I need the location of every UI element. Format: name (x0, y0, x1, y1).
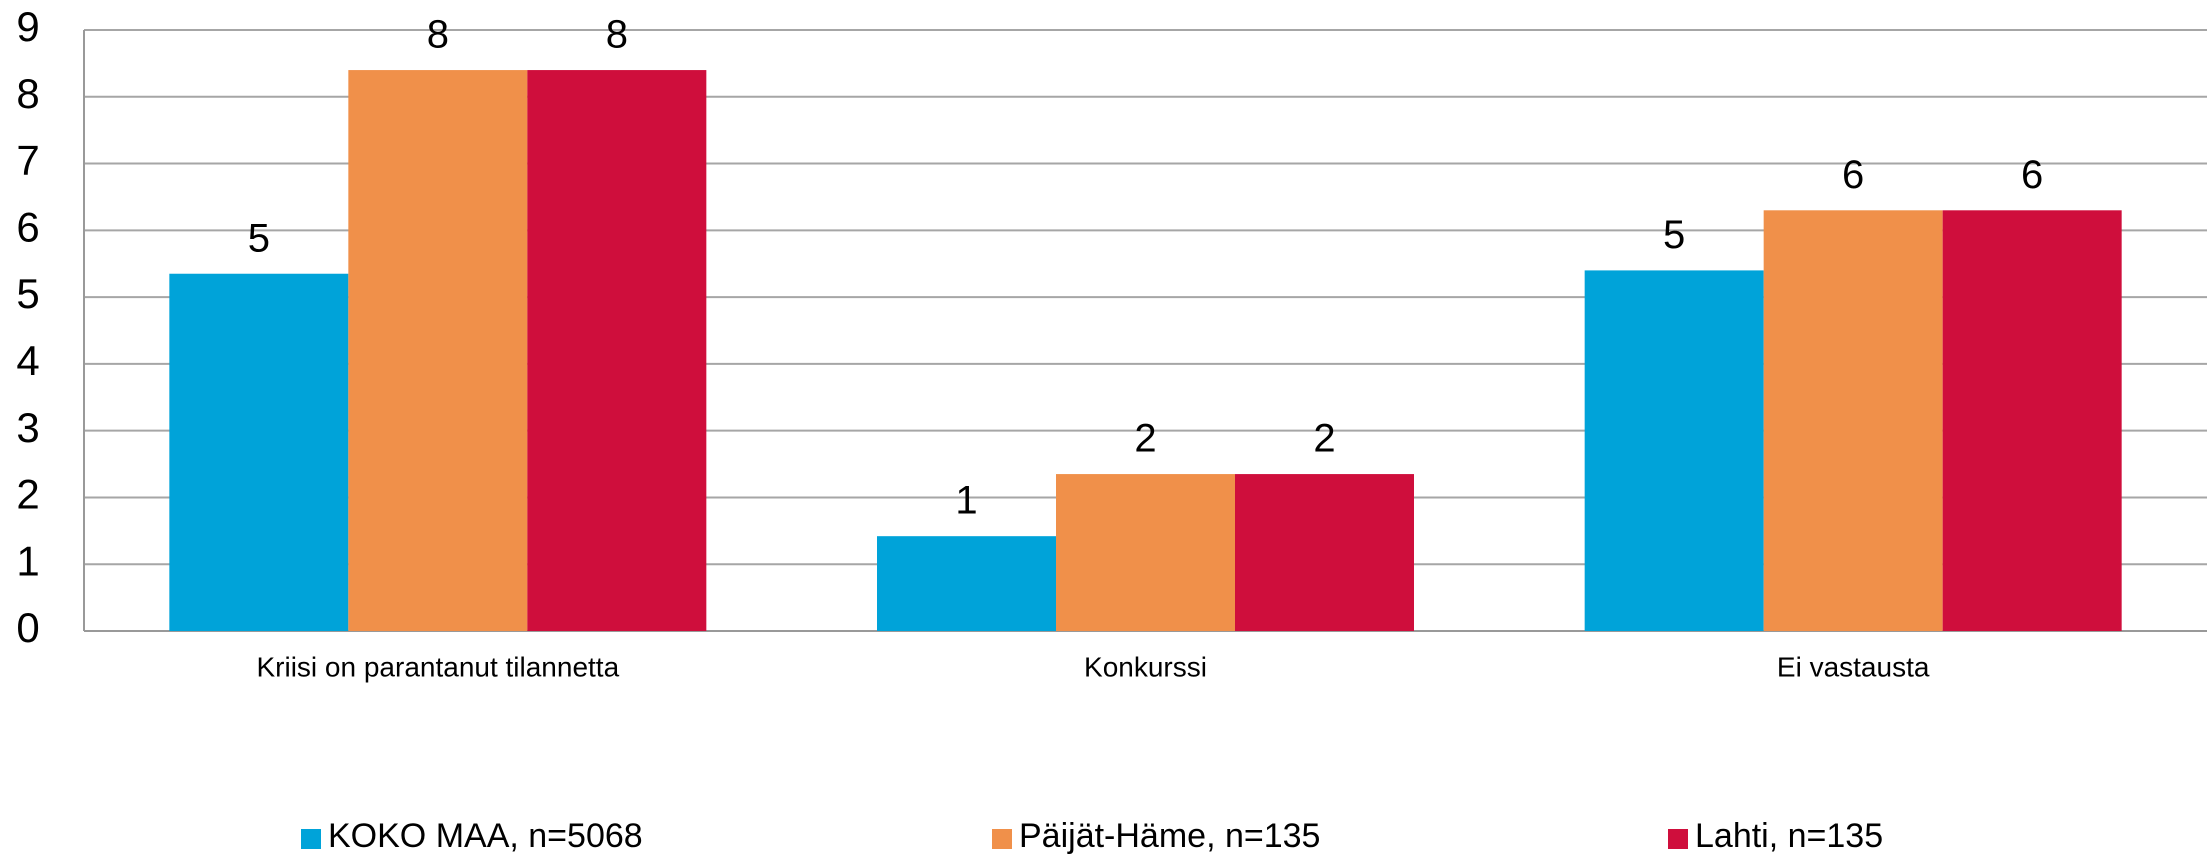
value-label: 8 (427, 13, 449, 57)
y-tick-label: 2 (16, 471, 39, 518)
value-label: 2 (1313, 417, 1335, 461)
y-tick-label: 5 (16, 270, 39, 317)
bar (348, 70, 528, 632)
value-label: 6 (1842, 153, 1864, 197)
y-tick-label: 6 (16, 203, 39, 250)
value-label: 8 (606, 13, 628, 57)
legend-swatch (301, 829, 321, 849)
y-tick-label: 9 (16, 3, 39, 50)
legend-swatch (992, 829, 1012, 849)
bar (527, 70, 707, 632)
value-label: 1 (955, 479, 977, 523)
y-tick-label: 0 (16, 604, 39, 651)
bar (1942, 210, 2122, 632)
y-tick-label: 8 (16, 70, 39, 117)
bar (1235, 474, 1414, 631)
value-label: 5 (248, 216, 270, 260)
legend-label: Päijät-Häme, n=135 (1019, 817, 1320, 855)
y-tick-label: 1 (16, 537, 39, 584)
y-tick-label: 7 (16, 137, 39, 184)
x-tick-label: Ei vastausta (1777, 651, 1930, 682)
bar (1584, 270, 1764, 631)
value-label: 2 (1134, 417, 1156, 461)
x-tick-label: Konkurssi (1084, 651, 1207, 682)
bar (169, 273, 349, 631)
value-label: 6 (2021, 153, 2043, 197)
x-tick-label: Kriisi on parantanut tilannetta (256, 651, 619, 682)
y-tick-label: 4 (16, 337, 39, 384)
legend-label: KOKO MAA, n=5068 (328, 817, 643, 855)
bar (1056, 474, 1235, 631)
y-tick-label: 3 (16, 404, 39, 451)
bar (1763, 210, 1943, 632)
bar (877, 536, 1056, 631)
legend-label: Lahti, n=135 (1695, 817, 1883, 855)
legend-swatch (1668, 829, 1688, 849)
value-label: 5 (1663, 213, 1685, 257)
